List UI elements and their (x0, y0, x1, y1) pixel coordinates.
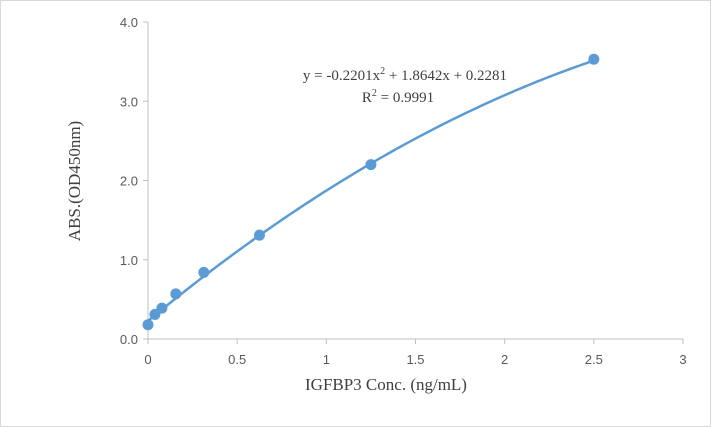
x-tick-label: 2 (501, 352, 508, 367)
data-point (253, 229, 265, 241)
r-squared: R2 = 0.9991 (362, 88, 434, 106)
y-tick-label: 4.0 (120, 15, 138, 30)
data-point (365, 159, 377, 171)
data-point (170, 288, 182, 300)
x-tick-label: 2.5 (585, 352, 603, 367)
trendline-equation: y = -0.2201x2 + 1.8642x + 0.2281 (303, 66, 507, 84)
data-point (156, 302, 168, 314)
y-tick-label: 0.0 (120, 332, 138, 347)
data-points (142, 53, 600, 331)
x-tick-label: 3 (679, 352, 686, 367)
axes (143, 21, 684, 344)
y-tick-label: 3.0 (120, 94, 138, 109)
x-tick-label: 0.5 (228, 352, 246, 367)
x-tick-label: 1.5 (406, 352, 424, 367)
y-tick-label: 1.0 (120, 253, 138, 268)
x-axis-title: IGFBP3 Conc. (ng/mL) (305, 375, 467, 394)
data-point (149, 308, 161, 320)
y-axis-title: ABS.(OD450nm) (65, 121, 84, 241)
data-point (198, 266, 210, 278)
data-point (142, 319, 154, 331)
x-tick-label: 1 (323, 352, 330, 367)
x-tick-label: 0 (144, 352, 151, 367)
tick-labels: 0.0 1.0 2.0 3.0 4.0 0 0.5 1 1.5 2 2.5 3 (120, 15, 687, 367)
data-point (588, 53, 600, 65)
y-tick-label: 2.0 (120, 174, 138, 189)
